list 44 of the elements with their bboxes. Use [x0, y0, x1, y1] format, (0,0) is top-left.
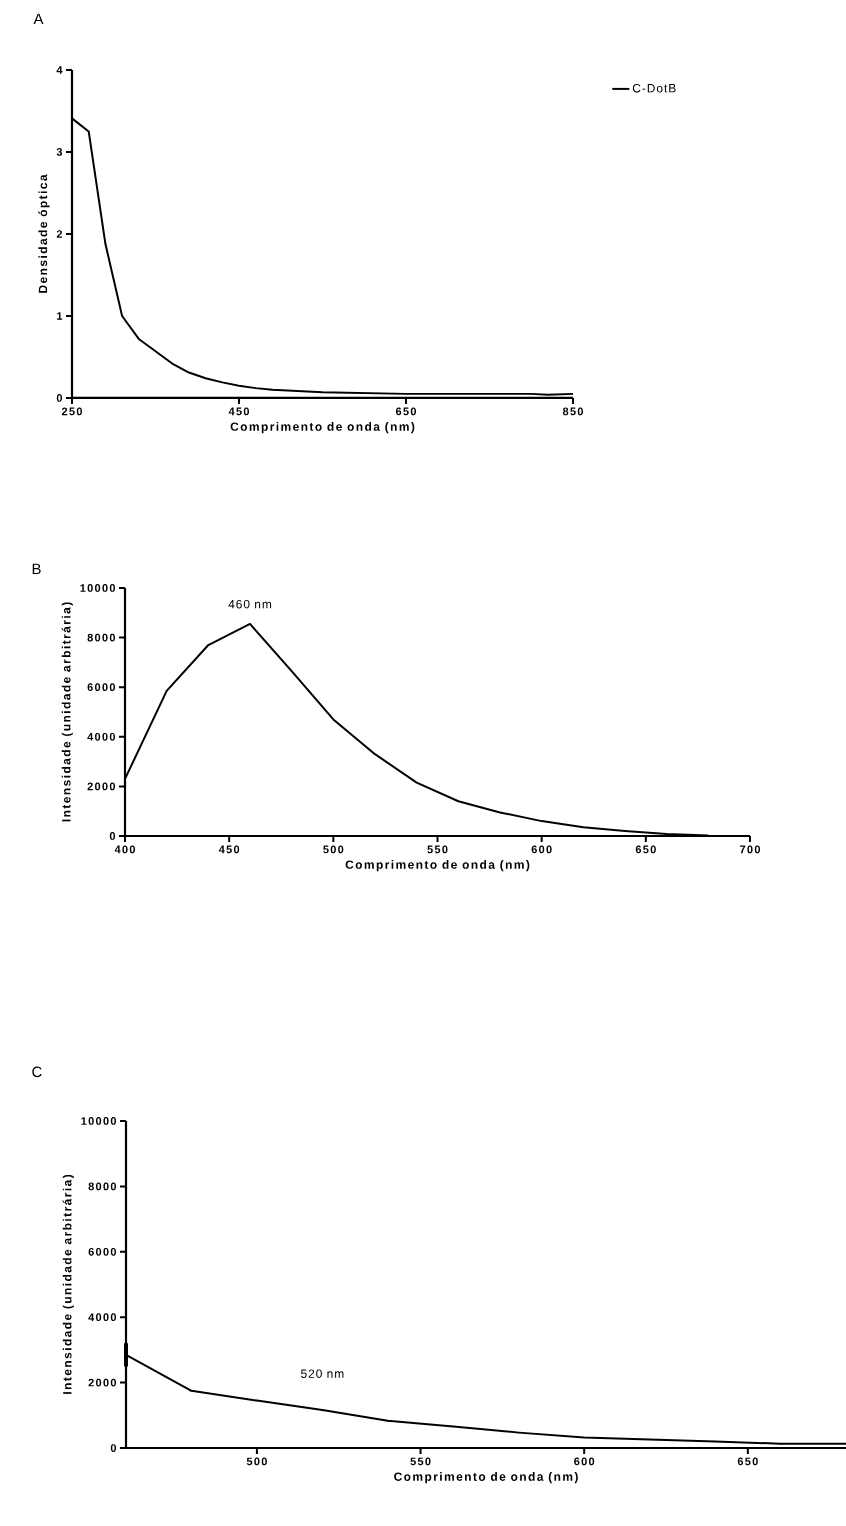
x-tick-label: 500: [323, 845, 344, 854]
x-tick-label: 550: [410, 1457, 431, 1466]
x-tick-label: 500: [246, 1457, 267, 1466]
x-tick-label: 400: [114, 845, 135, 854]
y-axis-title: Densidade óptica: [38, 174, 50, 293]
x-tick-label: 700: [740, 845, 761, 854]
y-tick-label: 0: [110, 1444, 117, 1452]
annotation: 460 nm: [228, 599, 272, 609]
x-tick-label: 600: [531, 845, 552, 854]
y-tick-label: 4000: [87, 732, 116, 741]
y-tick-label: 0: [56, 394, 63, 402]
y-tick-label: 4000: [88, 1313, 117, 1322]
legend-label: C-DotB: [632, 83, 676, 93]
chart-title: C: [32, 1066, 42, 1078]
y-tick-label: 2000: [88, 1378, 117, 1387]
y-tick-label: 10000: [81, 1117, 117, 1125]
x-tick-label: 650: [395, 407, 416, 416]
y-tick-label: 10000: [80, 584, 116, 592]
y-tick-label: 3: [56, 148, 63, 156]
y-tick-label: 4: [56, 66, 63, 74]
y-tick-label: 2: [56, 230, 63, 238]
x-tick-label: 450: [218, 845, 240, 854]
y-tick-label: 2000: [87, 782, 116, 791]
y-tick-label: 0: [109, 832, 116, 840]
y-tick-label: 8000: [88, 1182, 117, 1191]
y-tick-label: 8000: [87, 633, 116, 642]
x-tick-label: 600: [574, 1457, 595, 1466]
x-tick-label: 850: [562, 407, 583, 416]
y-tick-label: 1: [57, 312, 63, 320]
x-tick-label: 450: [228, 407, 249, 416]
x-tick-label: 250: [61, 407, 82, 416]
y-tick-label: 6000: [87, 683, 116, 692]
chart-title: A: [33, 13, 44, 24]
x-axis-title: Comprimento de onda (nm): [345, 860, 530, 872]
x-tick-label: 650: [737, 1457, 758, 1466]
y-tick-label: 6000: [88, 1247, 117, 1256]
annotation: 520 nm: [301, 1369, 344, 1378]
x-axis-title: Comprimento de onda (nm): [394, 1472, 578, 1484]
x-tick-label: 650: [635, 845, 656, 854]
y-axis-title: Intensidade (unidade arbitrária): [62, 1174, 74, 1394]
y-axis-title: Intensidade (unidade arbitrária): [61, 602, 73, 822]
x-axis-title: Comprimento de onda (nm): [230, 422, 415, 434]
x-tick-label: 550: [427, 845, 448, 854]
chart-title: B: [32, 563, 41, 574]
